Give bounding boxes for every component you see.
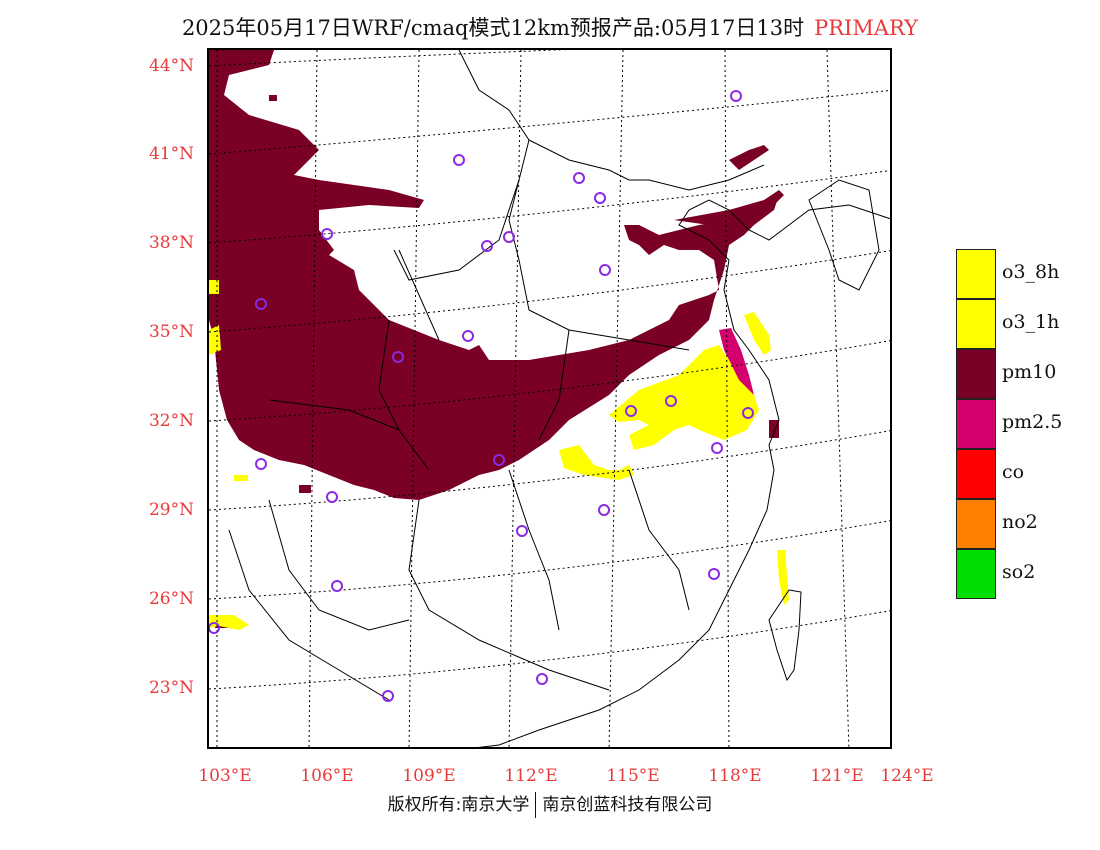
legend-label: co — [1002, 461, 1025, 483]
o3-speck — [209, 280, 219, 294]
graticule — [209, 50, 890, 747]
legend-label: so2 — [1002, 561, 1036, 583]
lat-label: 38°N — [148, 233, 194, 253]
lon-label: 103°E — [198, 766, 252, 786]
map-canvas — [209, 50, 890, 747]
lon-label: 109°E — [402, 766, 456, 786]
legend-swatch — [956, 249, 996, 299]
legend-swatch — [956, 499, 996, 549]
lat-label: 23°N — [148, 678, 194, 698]
map-title: 2025年05月17日WRF/cmaq模式12km预报产品:05月17日13时 P… — [0, 12, 1100, 42]
o3-region-coast — [744, 312, 771, 355]
legend-label: o3_8h — [1002, 261, 1060, 283]
legend-swatch — [956, 549, 996, 599]
pm10-region — [209, 50, 779, 500]
lon-label: 118°E — [708, 766, 762, 786]
province-borders — [228, 50, 765, 701]
pm10-region-bohai — [674, 190, 784, 225]
coastline — [478, 199, 890, 747]
pm10-speck — [269, 95, 277, 101]
legend-swatch — [956, 349, 996, 399]
pm10-speck — [299, 485, 311, 493]
legend-label: pm10 — [1002, 361, 1057, 383]
copyright: 版权所有:南京大学 南京创蓝科技有限公司 — [0, 790, 1100, 818]
legend-label: pm2.5 — [1002, 411, 1063, 433]
title-tag: PRIMARY — [814, 16, 919, 40]
korea-outline — [808, 179, 880, 291]
o3-region-west — [209, 325, 221, 355]
pm10-region-ne — [729, 145, 769, 170]
lon-label: 106°E — [300, 766, 354, 786]
lat-label: 32°N — [148, 411, 194, 431]
legend-swatch — [956, 399, 996, 449]
lat-label: 29°N — [148, 500, 194, 520]
legend-swatch — [956, 299, 996, 349]
o3-region-taiwan — [777, 550, 789, 605]
lon-label: 121°E — [810, 766, 864, 786]
pm10-speck — [769, 420, 779, 438]
copyright-left: 版权所有:南京大学 — [387, 795, 530, 815]
legend-swatch — [956, 449, 996, 499]
o3-region-mid — [559, 445, 634, 480]
o3-region-sw — [209, 615, 249, 630]
map-panel[interactable] — [207, 48, 892, 749]
lon-label: 115°E — [606, 766, 660, 786]
legend-label: no2 — [1002, 511, 1038, 533]
station-markers — [209, 90, 754, 702]
o3-region-east — [609, 345, 759, 450]
legend-label: o3_1h — [1002, 311, 1060, 333]
title-text: 2025年05月17日WRF/cmaq模式12km预报产品:05月17日13时 — [181, 16, 805, 40]
lon-label: 112°E — [504, 766, 558, 786]
o3-speck — [234, 475, 248, 481]
taiwan-outline — [768, 589, 802, 682]
lat-label: 35°N — [148, 322, 194, 342]
lat-label: 41°N — [148, 144, 194, 164]
lat-label: 44°N — [148, 56, 194, 76]
lat-label: 26°N — [148, 589, 194, 609]
copyright-separator — [535, 792, 537, 818]
copyright-right: 南京创蓝科技有限公司 — [542, 795, 713, 815]
lon-label: 124°E — [880, 766, 934, 786]
